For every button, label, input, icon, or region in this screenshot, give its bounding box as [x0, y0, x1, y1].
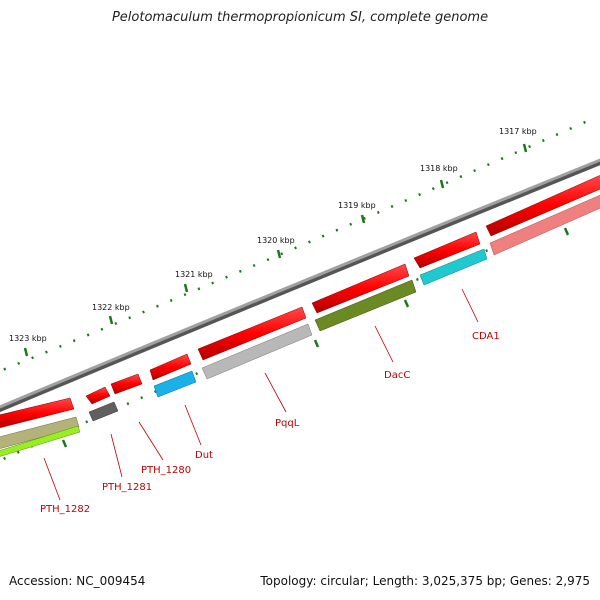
major-tick-1319: [360, 214, 366, 224]
leader-dut: [184, 404, 202, 446]
gene-label-dut[interactable]: Dut: [195, 450, 213, 461]
kbp-label-1320: 1320 kbp: [257, 236, 295, 245]
kbp-label-1317: 1317 kbp: [499, 127, 537, 136]
accession-text: Accession: NC_009454: [9, 574, 146, 588]
major-tick-1323: [23, 347, 29, 357]
leader-pth1280: [138, 421, 164, 461]
gene-arrow-cda1-cds[interactable]: [413, 231, 481, 269]
gene-arrow-pth1281-cds[interactable]: [85, 386, 111, 405]
major-tick-1321: [183, 283, 189, 293]
outer-tick-ring: 1317 kbp 1318 kbp 1319 kbp 1320 kbp 1321…: [0, 118, 591, 373]
gene-label-cda1[interactable]: CDA1: [472, 331, 500, 342]
gene-label-pth1282[interactable]: PTH_1282: [40, 504, 90, 515]
major-tick-1317: [522, 143, 528, 153]
feature-track: [0, 193, 600, 458]
gene-label-pth1280[interactable]: PTH_1280: [141, 465, 191, 476]
gene-label-pth1281[interactable]: PTH_1281: [102, 482, 152, 493]
major-tick-1318: [439, 179, 445, 189]
cds-track: [0, 174, 600, 429]
gene-arrow-pqql-cds[interactable]: [197, 306, 307, 361]
kbp-label-1319: 1319 kbp: [338, 201, 376, 210]
feature-pth1282-b[interactable]: [0, 425, 81, 458]
backbone: [0, 158, 600, 413]
leader-cda1: [461, 288, 479, 323]
topology-text: Topology: circular; Length: 3,025,375 bp…: [260, 574, 590, 588]
gene-arrow-pth1282-cds[interactable]: [0, 397, 75, 429]
leader-pqql: [264, 372, 287, 413]
feature-right-pink[interactable]: [489, 193, 600, 256]
backbone-line: [0, 158, 600, 409]
inner-major-ticks: [61, 227, 570, 448]
major-tick-1320: [276, 249, 282, 259]
feature-cda1[interactable]: [419, 248, 488, 286]
gene-label-pqql[interactable]: PqqL: [275, 418, 300, 429]
kbp-label-1321: 1321 kbp: [175, 270, 213, 279]
feature-pth1281[interactable]: [88, 401, 119, 422]
kbp-label-1322: 1322 kbp: [92, 303, 130, 312]
gene-label-dacc[interactable]: DacC: [384, 370, 410, 381]
kbp-label-1318: 1318 kbp: [420, 164, 458, 173]
major-tick-1322: [108, 315, 114, 325]
feature-dacc[interactable]: [314, 279, 417, 332]
leader-pth1282: [43, 457, 61, 501]
backbone-shadow: [0, 158, 600, 413]
gene-arrow-pth1280-cds[interactable]: [110, 373, 143, 395]
map-title: Pelotomaculum thermopropionicum SI, comp…: [111, 10, 489, 25]
leader-dacc: [374, 325, 394, 363]
gene-arrow-dacc-cds[interactable]: [311, 263, 410, 314]
leader-pth1281: [110, 433, 123, 478]
gene-labels: CDA1 DacC PqqL Dut PTH_1280 PTH_1281 PTH…: [40, 288, 500, 515]
kbp-label-1323: 1323 kbp: [9, 334, 47, 343]
gene-arrow-right-cds[interactable]: [485, 174, 600, 237]
feature-pqql[interactable]: [201, 323, 313, 380]
gene-arrow-dut-cds[interactable]: [149, 353, 192, 381]
feature-dut[interactable]: [153, 370, 197, 398]
feature-pth1282-a[interactable]: [0, 416, 80, 450]
